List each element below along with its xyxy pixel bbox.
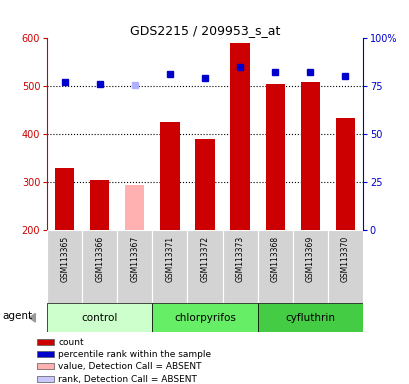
Bar xyxy=(187,230,222,303)
Bar xyxy=(47,230,82,303)
Text: agent: agent xyxy=(2,311,32,321)
Bar xyxy=(55,168,74,230)
Bar xyxy=(230,43,249,230)
Bar xyxy=(36,376,54,382)
Text: GSM113371: GSM113371 xyxy=(165,236,174,282)
Bar xyxy=(117,230,152,303)
Text: value, Detection Call = ABSENT: value, Detection Call = ABSENT xyxy=(58,361,202,371)
Bar xyxy=(152,230,187,303)
Bar xyxy=(257,230,292,303)
Text: chlorpyrifos: chlorpyrifos xyxy=(174,313,235,323)
Bar xyxy=(327,230,362,303)
Text: GSM113366: GSM113366 xyxy=(95,236,104,283)
Text: GSM113370: GSM113370 xyxy=(340,236,349,283)
Bar xyxy=(335,118,354,230)
Bar xyxy=(300,82,319,230)
Text: GSM113365: GSM113365 xyxy=(60,236,69,283)
Text: cyfluthrin: cyfluthrin xyxy=(285,313,335,323)
Text: GSM113367: GSM113367 xyxy=(130,236,139,283)
Text: GSM113368: GSM113368 xyxy=(270,236,279,282)
Bar xyxy=(152,303,257,332)
Bar xyxy=(195,139,214,230)
Bar xyxy=(292,230,327,303)
Bar xyxy=(222,230,257,303)
Polygon shape xyxy=(29,313,35,322)
Text: GSM113372: GSM113372 xyxy=(200,236,209,282)
Bar xyxy=(265,84,284,230)
Text: GSM113373: GSM113373 xyxy=(235,236,244,283)
Bar xyxy=(47,303,152,332)
Bar xyxy=(125,185,144,230)
Bar xyxy=(160,122,179,230)
Text: count: count xyxy=(58,338,84,347)
Text: rank, Detection Call = ABSENT: rank, Detection Call = ABSENT xyxy=(58,374,197,384)
Text: control: control xyxy=(81,313,118,323)
Bar xyxy=(90,180,109,230)
Text: GSM113369: GSM113369 xyxy=(305,236,314,283)
Bar xyxy=(36,339,54,345)
Text: percentile rank within the sample: percentile rank within the sample xyxy=(58,349,211,359)
Bar xyxy=(36,363,54,369)
Bar xyxy=(36,351,54,357)
Title: GDS2215 / 209953_s_at: GDS2215 / 209953_s_at xyxy=(130,24,279,37)
Bar xyxy=(257,303,362,332)
Bar xyxy=(82,230,117,303)
